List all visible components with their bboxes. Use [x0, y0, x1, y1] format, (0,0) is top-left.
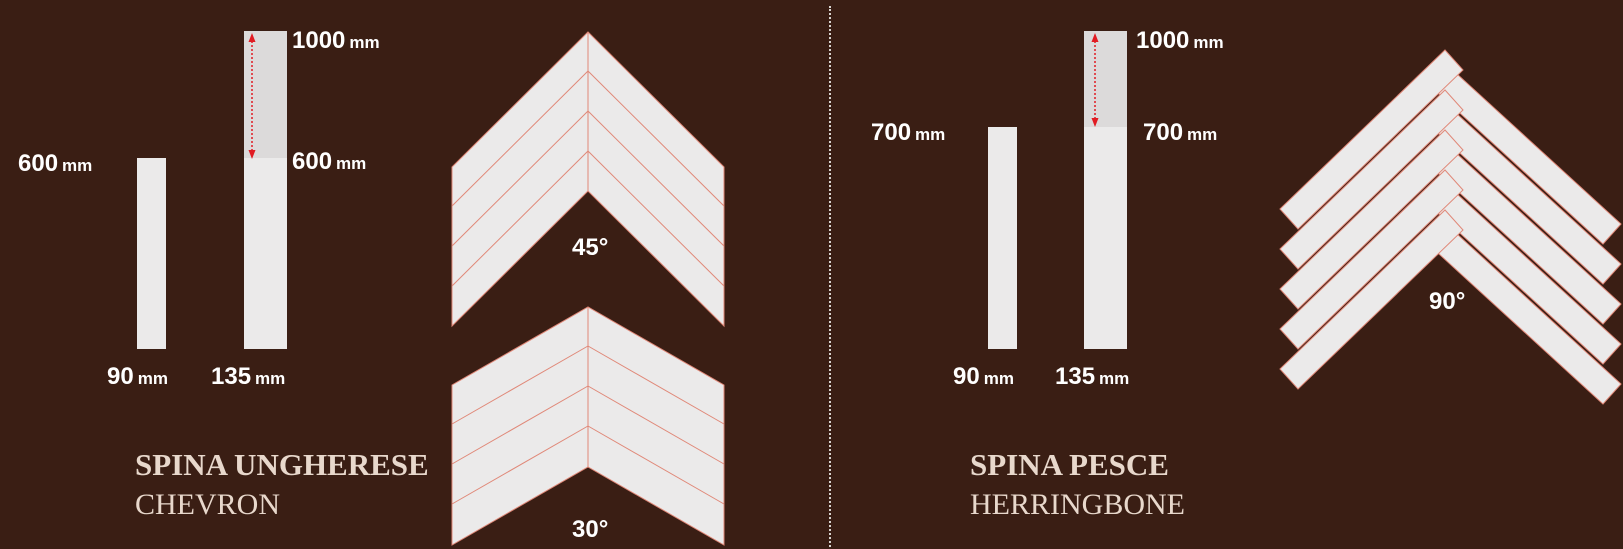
chevron-title: SPINA UNGHERESE	[135, 447, 429, 482]
dim-value: 600	[292, 148, 333, 175]
dim-value: 135	[1055, 363, 1096, 390]
dim-value: 90	[953, 363, 980, 390]
herringbone-narrow-width-label: 90 mm	[953, 365, 1014, 389]
chevron-wide-width-label: 135 mm	[211, 365, 285, 389]
dim-value: 700	[871, 119, 912, 146]
chevron-mid-length-label: 600 mm	[292, 150, 366, 174]
herringbone-long-length-label: 1000 mm	[1136, 29, 1224, 53]
herringbone-90-pattern	[1279, 49, 1622, 405]
dim-value: 600	[18, 150, 59, 177]
dim-unit: mm	[62, 156, 93, 175]
herringbone-long-plank-extension	[1084, 31, 1127, 127]
herringbone-long-plank	[1084, 127, 1127, 349]
dim-unit: mm	[336, 154, 367, 173]
herringbone-wide-width-label: 135 mm	[1055, 365, 1129, 389]
chevron-long-plank-extension	[244, 31, 287, 158]
chevron-length-arrow	[248, 33, 256, 159]
dim-value: 90	[107, 363, 134, 390]
chevron-subtitle: CHEVRON	[135, 488, 281, 521]
dim-unit: mm	[137, 369, 168, 388]
chevron-short-length-label: 600 mm	[18, 152, 92, 176]
dim-unit: mm	[1099, 369, 1130, 388]
panel-divider	[829, 6, 831, 547]
dim-value: 1000	[1136, 27, 1190, 54]
dim-unit: mm	[349, 33, 380, 52]
dim-value: 700	[1143, 119, 1184, 146]
dim-unit: mm	[915, 125, 946, 144]
chevron-short-plank	[137, 158, 166, 349]
chevron-30-pattern	[451, 306, 725, 546]
herringbone-short-plank	[988, 127, 1017, 349]
dim-value: 135	[211, 363, 252, 390]
chevron-long-plank	[244, 158, 287, 349]
chevron-30-angle-label: 30°	[572, 516, 609, 543]
herringbone-short-length-label: 700 mm	[871, 121, 945, 145]
herringbone-subtitle: HERRINGBONE	[970, 488, 1185, 521]
herringbone-mid-length-label: 700 mm	[1143, 121, 1217, 145]
chevron-45-angle-label: 45°	[572, 234, 609, 261]
herringbone-90-angle-label: 90°	[1429, 288, 1466, 315]
dim-value: 1000	[292, 27, 346, 54]
chevron-long-length-label: 1000 mm	[292, 29, 380, 53]
dim-unit: mm	[1193, 33, 1224, 52]
herringbone-title: SPINA PESCE	[970, 447, 1169, 482]
herringbone-length-arrow	[1091, 33, 1099, 127]
chevron-45-pattern	[451, 31, 725, 328]
dim-unit: mm	[1187, 125, 1218, 144]
dim-unit: mm	[983, 369, 1014, 388]
chevron-narrow-width-label: 90 mm	[107, 365, 168, 389]
dim-unit: mm	[255, 369, 286, 388]
